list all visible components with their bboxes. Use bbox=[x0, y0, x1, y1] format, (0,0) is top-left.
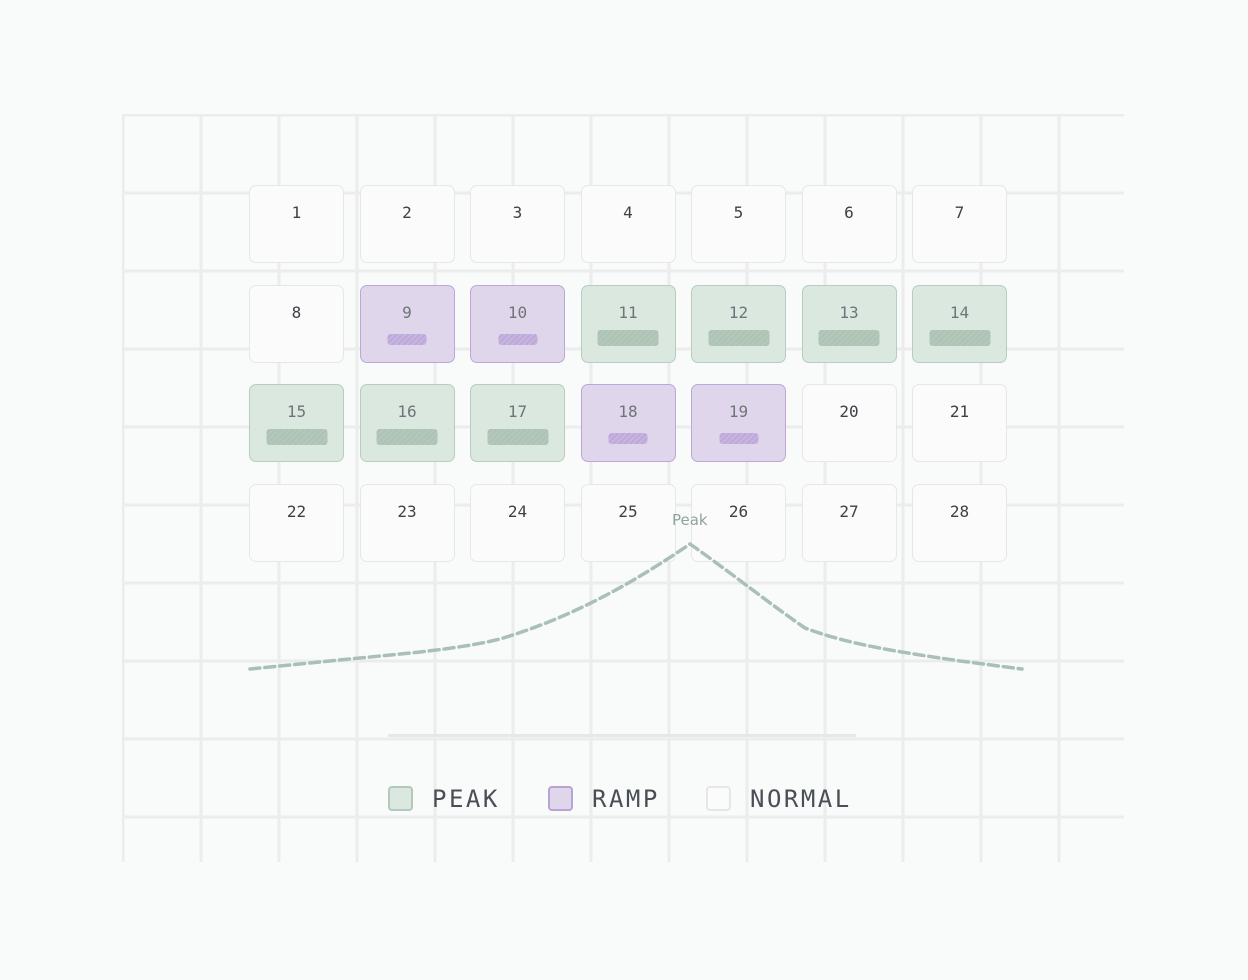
peak-indicator-bar bbox=[818, 329, 880, 346]
day-number: 23 bbox=[397, 501, 417, 521]
day-number: 15 bbox=[286, 402, 307, 421]
legend-label-peak: PEAK bbox=[432, 785, 500, 813]
day-number: 22 bbox=[286, 501, 307, 521]
legend-swatch-peak bbox=[388, 786, 413, 811]
day-number: 26 bbox=[728, 501, 749, 521]
legend-label-normal: NORMAL bbox=[750, 785, 852, 813]
peak-label: Peak bbox=[672, 511, 708, 529]
day-cell-11: 11 bbox=[580, 284, 676, 363]
legend-swatch-normal bbox=[706, 786, 731, 811]
day-number: 27 bbox=[839, 501, 859, 521]
day-cell-8: 8 bbox=[249, 284, 344, 363]
day-number: 28 bbox=[949, 501, 970, 521]
peak-indicator-bar bbox=[708, 329, 769, 346]
legend-swatch-ramp bbox=[548, 786, 573, 811]
peak-indicator-bar bbox=[266, 429, 327, 445]
day-number: 4 bbox=[623, 203, 633, 222]
day-cell-22: 22 bbox=[249, 483, 344, 562]
day-cell-21: 21 bbox=[912, 384, 1007, 462]
day-cell-18: 18 bbox=[580, 384, 676, 462]
day-number: 9 bbox=[402, 302, 412, 322]
day-cell-10: 10 bbox=[470, 284, 565, 363]
day-number: 12 bbox=[728, 302, 749, 322]
day-cell-2: 2 bbox=[359, 185, 455, 263]
day-cell-15: 15 bbox=[249, 384, 344, 462]
day-cell-7: 7 bbox=[912, 185, 1007, 263]
day-number: 21 bbox=[949, 402, 970, 421]
day-cell-6: 6 bbox=[801, 185, 897, 263]
day-number: 1 bbox=[291, 203, 302, 222]
ramp-indicator-bar bbox=[387, 333, 427, 345]
day-number: 24 bbox=[507, 501, 528, 521]
demand-curve-line bbox=[248, 541, 1024, 671]
day-cell-27: 27 bbox=[801, 483, 897, 562]
peak-indicator-bar bbox=[929, 329, 990, 346]
day-cell-13: 13 bbox=[801, 284, 897, 363]
day-number: 7 bbox=[954, 203, 965, 222]
day-number: 20 bbox=[839, 402, 859, 421]
day-cell-9: 9 bbox=[359, 284, 455, 363]
day-cell-25: 25 bbox=[580, 483, 676, 562]
legend-label-ramp: RAMP bbox=[592, 785, 660, 813]
day-number: 3 bbox=[512, 203, 523, 222]
peak-indicator-bar bbox=[376, 429, 438, 445]
peak-indicator-bar bbox=[597, 329, 659, 346]
day-cell-14: 14 bbox=[912, 284, 1007, 363]
ramp-indicator-bar bbox=[498, 333, 537, 345]
day-cell-24: 24 bbox=[470, 483, 565, 562]
day-number: 14 bbox=[949, 302, 970, 322]
day-number: 18 bbox=[618, 402, 638, 421]
day-cell-3: 3 bbox=[470, 185, 565, 263]
day-cell-12: 12 bbox=[691, 284, 786, 363]
day-cell-19: 19 bbox=[691, 384, 786, 462]
day-number: 8 bbox=[291, 302, 302, 322]
day-number: 5 bbox=[733, 203, 744, 222]
ramp-indicator-bar bbox=[719, 433, 758, 444]
day-number: 2 bbox=[402, 203, 412, 222]
day-cell-26: 26 bbox=[691, 483, 786, 562]
day-cell-23: 23 bbox=[359, 483, 455, 562]
day-number: 6 bbox=[844, 203, 854, 222]
day-number: 16 bbox=[397, 402, 417, 421]
day-number: 19 bbox=[728, 402, 749, 421]
day-cell-1: 1 bbox=[249, 185, 344, 263]
day-cell-28: 28 bbox=[912, 483, 1007, 562]
day-cell-17: 17 bbox=[470, 384, 565, 462]
day-number: 10 bbox=[507, 302, 528, 322]
day-cell-20: 20 bbox=[801, 384, 897, 462]
day-number: 17 bbox=[507, 402, 528, 421]
day-number: 11 bbox=[618, 302, 638, 322]
peak-indicator-bar bbox=[487, 429, 548, 445]
day-cell-16: 16 bbox=[359, 384, 455, 462]
day-number: 13 bbox=[839, 302, 859, 322]
day-cell-4: 4 bbox=[580, 185, 676, 263]
day-cell-5: 5 bbox=[691, 185, 786, 263]
day-number: 25 bbox=[618, 501, 638, 521]
ramp-indicator-bar bbox=[608, 433, 648, 444]
legend-divider bbox=[388, 734, 856, 737]
